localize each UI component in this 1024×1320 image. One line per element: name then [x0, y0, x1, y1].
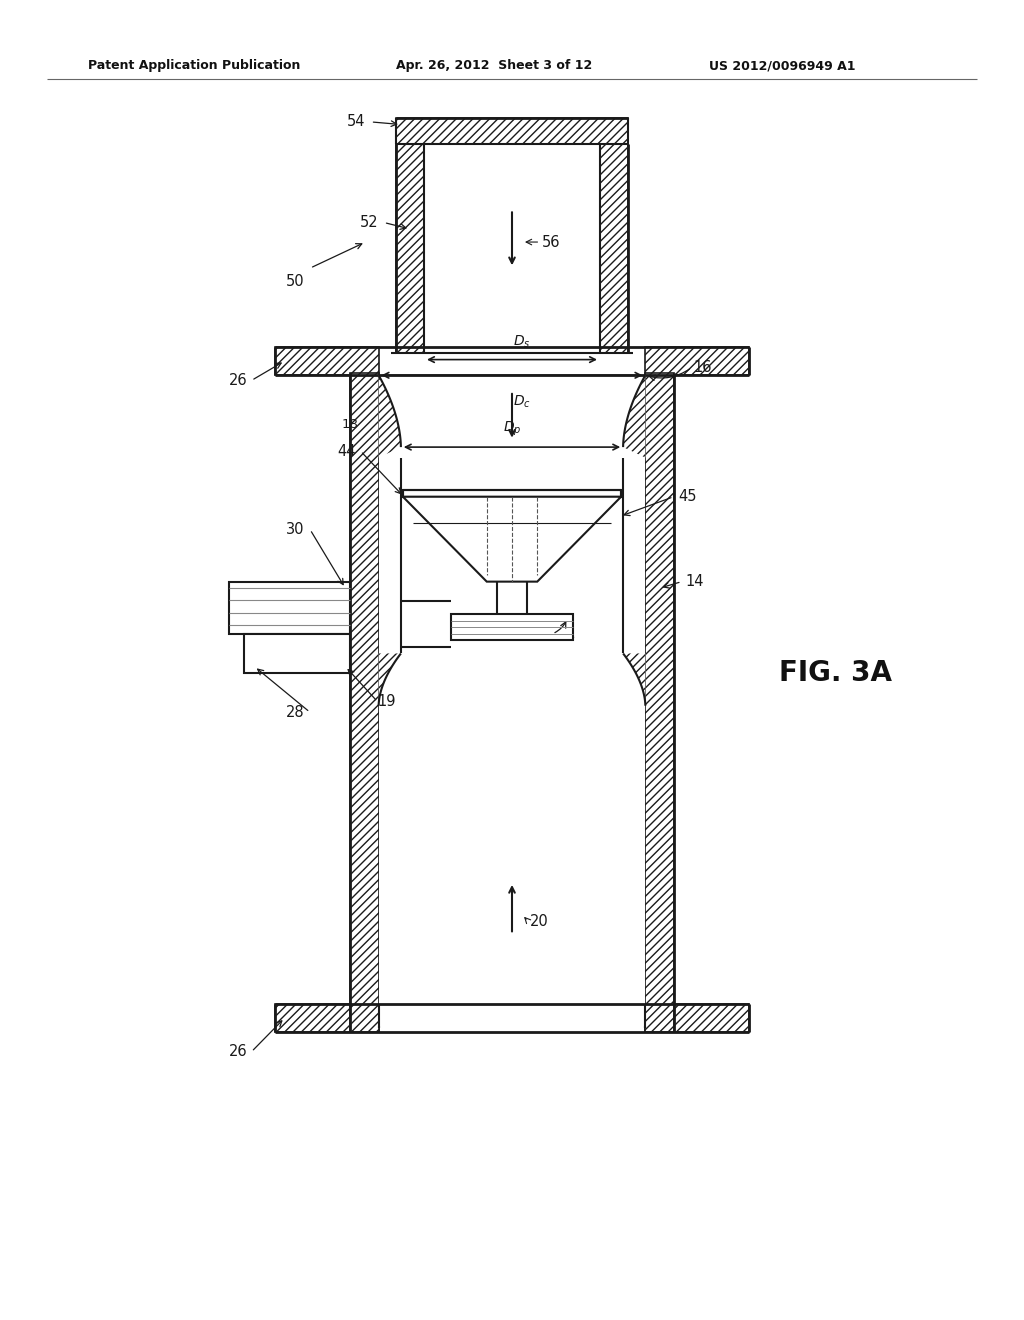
Bar	[645, 372, 674, 1032]
Text: 45: 45	[679, 490, 697, 504]
Bar	[645, 1003, 750, 1032]
Bar	[274, 347, 379, 375]
Bar	[452, 614, 572, 640]
Bar	[645, 347, 750, 375]
Text: 50: 50	[286, 273, 304, 289]
Text: US 2012/0096949 A1: US 2012/0096949 A1	[709, 59, 855, 73]
Text: 26: 26	[228, 374, 248, 388]
Text: 52: 52	[360, 215, 379, 230]
Bar	[245, 634, 350, 673]
Bar	[274, 1003, 379, 1032]
Text: 54: 54	[347, 115, 366, 129]
Bar	[229, 582, 350, 634]
Text: 19: 19	[378, 694, 396, 709]
Text: Patent Application Publication: Patent Application Publication	[88, 59, 300, 73]
Text: 16: 16	[694, 360, 713, 375]
Text: 20: 20	[530, 913, 549, 929]
Bar	[379, 375, 645, 1003]
Text: $D_p$: $D_p$	[503, 420, 521, 438]
Text: 18: 18	[342, 418, 358, 432]
Text: 56: 56	[543, 235, 561, 249]
Polygon shape	[624, 653, 645, 1028]
Text: 28: 28	[287, 705, 305, 719]
Bar	[600, 144, 628, 352]
Bar	[396, 144, 424, 352]
Text: FIG. 3A: FIG. 3A	[778, 659, 892, 688]
Text: 42: 42	[557, 627, 577, 642]
Bar	[350, 372, 379, 1032]
Polygon shape	[624, 375, 645, 458]
Text: $D_s$: $D_s$	[513, 334, 530, 350]
Text: 26: 26	[228, 1044, 248, 1060]
Text: Apr. 26, 2012  Sheet 3 of 12: Apr. 26, 2012 Sheet 3 of 12	[396, 59, 592, 73]
Text: 30: 30	[287, 521, 305, 537]
Bar	[424, 144, 600, 352]
Text: $D_c$: $D_c$	[513, 393, 531, 411]
Polygon shape	[379, 653, 400, 1028]
Polygon shape	[379, 375, 400, 458]
Text: 44: 44	[337, 444, 355, 458]
Text: 14: 14	[686, 574, 705, 589]
Bar	[402, 490, 622, 496]
Bar	[396, 117, 628, 144]
Polygon shape	[402, 496, 622, 582]
